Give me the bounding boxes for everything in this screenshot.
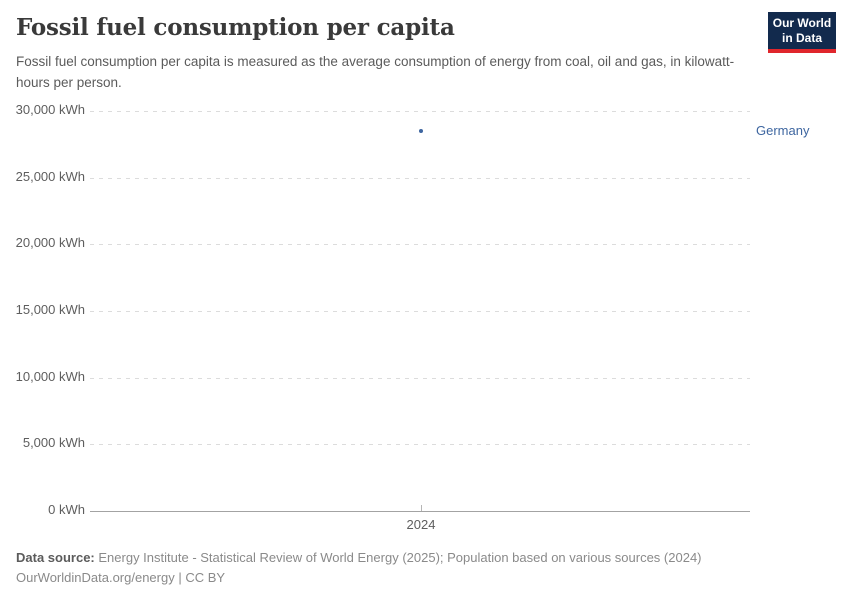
gridline	[90, 377, 750, 379]
y-axis-tick-label: 15,000 kWh	[15, 302, 85, 317]
data-source-label: Data source:	[16, 550, 95, 565]
owid-logo-line2: in Data	[781, 31, 822, 45]
gridline	[90, 111, 750, 112]
chart-title: Fossil fuel consumption per capita	[16, 14, 455, 41]
license-link-line[interactable]: OurWorldinData.org/energy | CC BY	[16, 570, 226, 585]
chart-footer: Data source: Energy Institute - Statisti…	[16, 548, 702, 588]
x-axis-line	[90, 511, 750, 512]
y-axis-tick-label: 30,000 kWh	[15, 102, 85, 117]
y-axis-tick-label: 20,000 kWh	[15, 235, 85, 251]
x-axis-tick	[421, 505, 422, 511]
gridline	[90, 311, 750, 312]
chart-subtitle: Fossil fuel consumption per capita is me…	[16, 54, 735, 90]
data-source-text: Energy Institute - Statistical Review of…	[98, 550, 702, 565]
x-axis-tick-label: 2024	[406, 517, 436, 532]
gridline	[90, 244, 750, 246]
y-axis-tick-label: 10,000 kWh	[15, 368, 85, 384]
y-axis-tick-label: 25,000 kWh	[15, 168, 85, 184]
data-source-line: Data source: Energy Institute - Statisti…	[16, 548, 702, 568]
series-label-germany[interactable]: Germany	[756, 123, 810, 138]
data-point-germany[interactable]	[419, 129, 423, 133]
gridline	[90, 444, 750, 446]
owid-logo-line1: Our World	[772, 16, 832, 30]
y-axis-tick-label: 0 kWh	[48, 502, 85, 517]
gridline	[90, 177, 750, 179]
y-axis-tick-label: 5,000 kWh	[22, 435, 85, 451]
owid-logo[interactable]: Our World in Data	[768, 12, 836, 53]
